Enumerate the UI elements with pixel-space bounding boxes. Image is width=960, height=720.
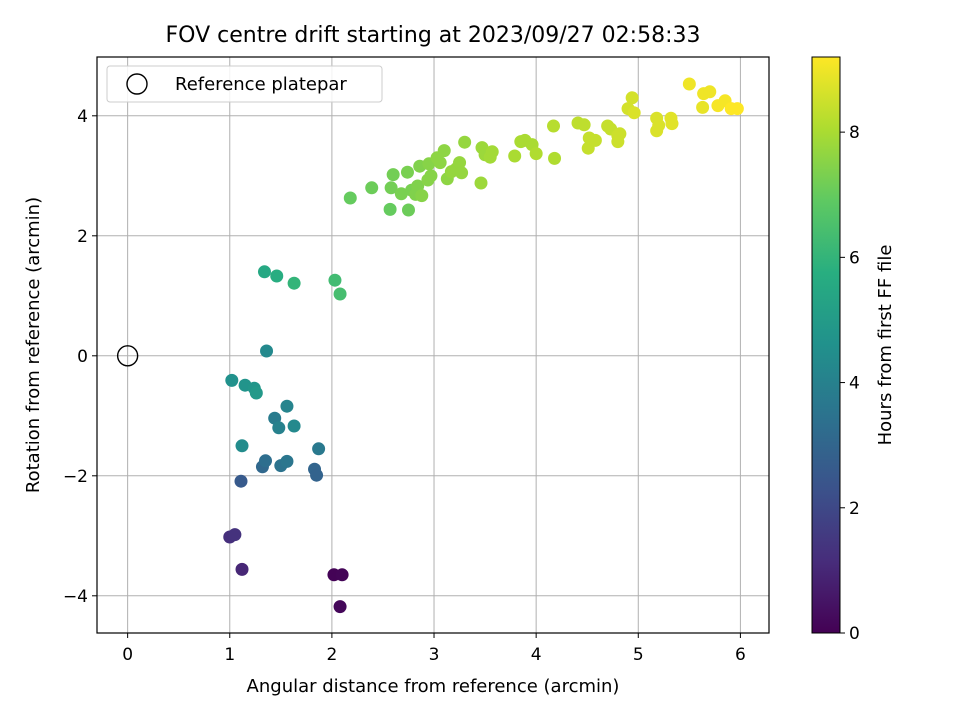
data-point bbox=[335, 568, 349, 582]
data-point bbox=[287, 419, 301, 433]
y-tick-label: 4 bbox=[77, 107, 88, 127]
colorbar-tick-label: 4 bbox=[849, 374, 860, 394]
chart-title: FOV centre drift starting at 2023/09/27 … bbox=[166, 23, 701, 48]
y-axis-ticks: −4 −2 0 2 4 bbox=[63, 107, 97, 607]
x-tick-label: 2 bbox=[326, 645, 337, 665]
data-point bbox=[328, 273, 342, 287]
data-point bbox=[280, 399, 294, 413]
colorbar-label: Hours from first FF file bbox=[875, 245, 896, 446]
data-point bbox=[474, 176, 488, 190]
x-tick-label: 5 bbox=[633, 645, 644, 665]
legend-reference-marker bbox=[126, 73, 148, 95]
data-point bbox=[625, 91, 639, 105]
data-point bbox=[458, 135, 472, 149]
colorbar-tick-label: 8 bbox=[849, 123, 860, 143]
data-point bbox=[365, 181, 379, 195]
data-point bbox=[665, 117, 679, 131]
data-point bbox=[627, 106, 641, 120]
data-point bbox=[415, 189, 429, 203]
data-point bbox=[577, 118, 591, 132]
data-point bbox=[682, 77, 696, 91]
x-axis-ticks: 0 1 2 3 4 5 6 bbox=[122, 633, 746, 665]
data-point bbox=[455, 166, 469, 180]
data-point bbox=[401, 203, 415, 217]
data-point bbox=[529, 147, 543, 161]
data-point bbox=[613, 127, 627, 141]
data-point bbox=[310, 468, 324, 482]
data-point bbox=[235, 439, 249, 453]
data-point bbox=[394, 187, 408, 201]
data-point bbox=[453, 156, 467, 170]
data-point bbox=[424, 169, 438, 183]
data-point bbox=[287, 276, 301, 290]
data-point bbox=[548, 151, 562, 165]
data-point bbox=[383, 202, 397, 216]
legend-entry-reference: Reference platepar bbox=[175, 74, 347, 95]
data-point bbox=[333, 600, 347, 614]
data-point bbox=[280, 454, 294, 468]
data-point bbox=[386, 168, 400, 182]
data-point bbox=[730, 102, 744, 116]
scatter-points bbox=[116, 77, 744, 614]
data-point bbox=[260, 344, 274, 358]
data-point bbox=[652, 118, 666, 132]
colorbar-gradient bbox=[811, 56, 841, 634]
y-tick-label: −4 bbox=[63, 587, 88, 607]
data-point bbox=[259, 454, 273, 468]
colorbar-tick-label: 6 bbox=[849, 248, 860, 268]
data-point bbox=[272, 421, 286, 435]
colorbar-tick-label: 2 bbox=[849, 499, 860, 519]
data-point bbox=[312, 442, 326, 456]
colorbar: 0 2 4 6 8 Hours from first FF file bbox=[811, 56, 896, 644]
data-point bbox=[696, 100, 710, 114]
data-point bbox=[234, 474, 248, 488]
data-point bbox=[437, 144, 451, 158]
data-point bbox=[508, 149, 522, 163]
plot-frame bbox=[96, 56, 770, 634]
x-tick-label: 4 bbox=[531, 645, 542, 665]
data-point bbox=[270, 269, 284, 283]
y-axis-label: Rotation from reference (arcmin) bbox=[23, 197, 44, 493]
data-point bbox=[333, 287, 347, 301]
data-point bbox=[235, 562, 249, 576]
data-point bbox=[257, 265, 271, 279]
data-point bbox=[703, 85, 717, 99]
data-point bbox=[228, 528, 242, 542]
y-tick-label: 2 bbox=[77, 227, 88, 247]
y-tick-label: −2 bbox=[63, 467, 88, 487]
colorbar-tick-label: 0 bbox=[849, 624, 860, 644]
data-point bbox=[384, 181, 398, 195]
data-point bbox=[485, 145, 499, 159]
legend: Reference platepar bbox=[106, 65, 383, 103]
x-tick-label: 1 bbox=[224, 645, 235, 665]
x-tick-label: 3 bbox=[429, 645, 440, 665]
x-tick-label: 0 bbox=[122, 645, 133, 665]
data-point bbox=[343, 191, 357, 205]
grid-lines bbox=[97, 57, 769, 633]
x-axis-label: Angular distance from reference (arcmin) bbox=[247, 676, 620, 697]
legend-box bbox=[106, 65, 383, 103]
data-point bbox=[588, 133, 602, 147]
x-tick-label: 6 bbox=[735, 645, 746, 665]
data-point bbox=[400, 165, 414, 179]
y-tick-label: 0 bbox=[77, 347, 88, 367]
data-point bbox=[225, 373, 239, 387]
data-point bbox=[249, 386, 263, 400]
colorbar-ticks: 0 2 4 6 8 bbox=[840, 123, 860, 644]
data-point bbox=[433, 156, 447, 170]
data-point bbox=[547, 119, 561, 133]
reference-platepar-marker bbox=[116, 345, 139, 367]
